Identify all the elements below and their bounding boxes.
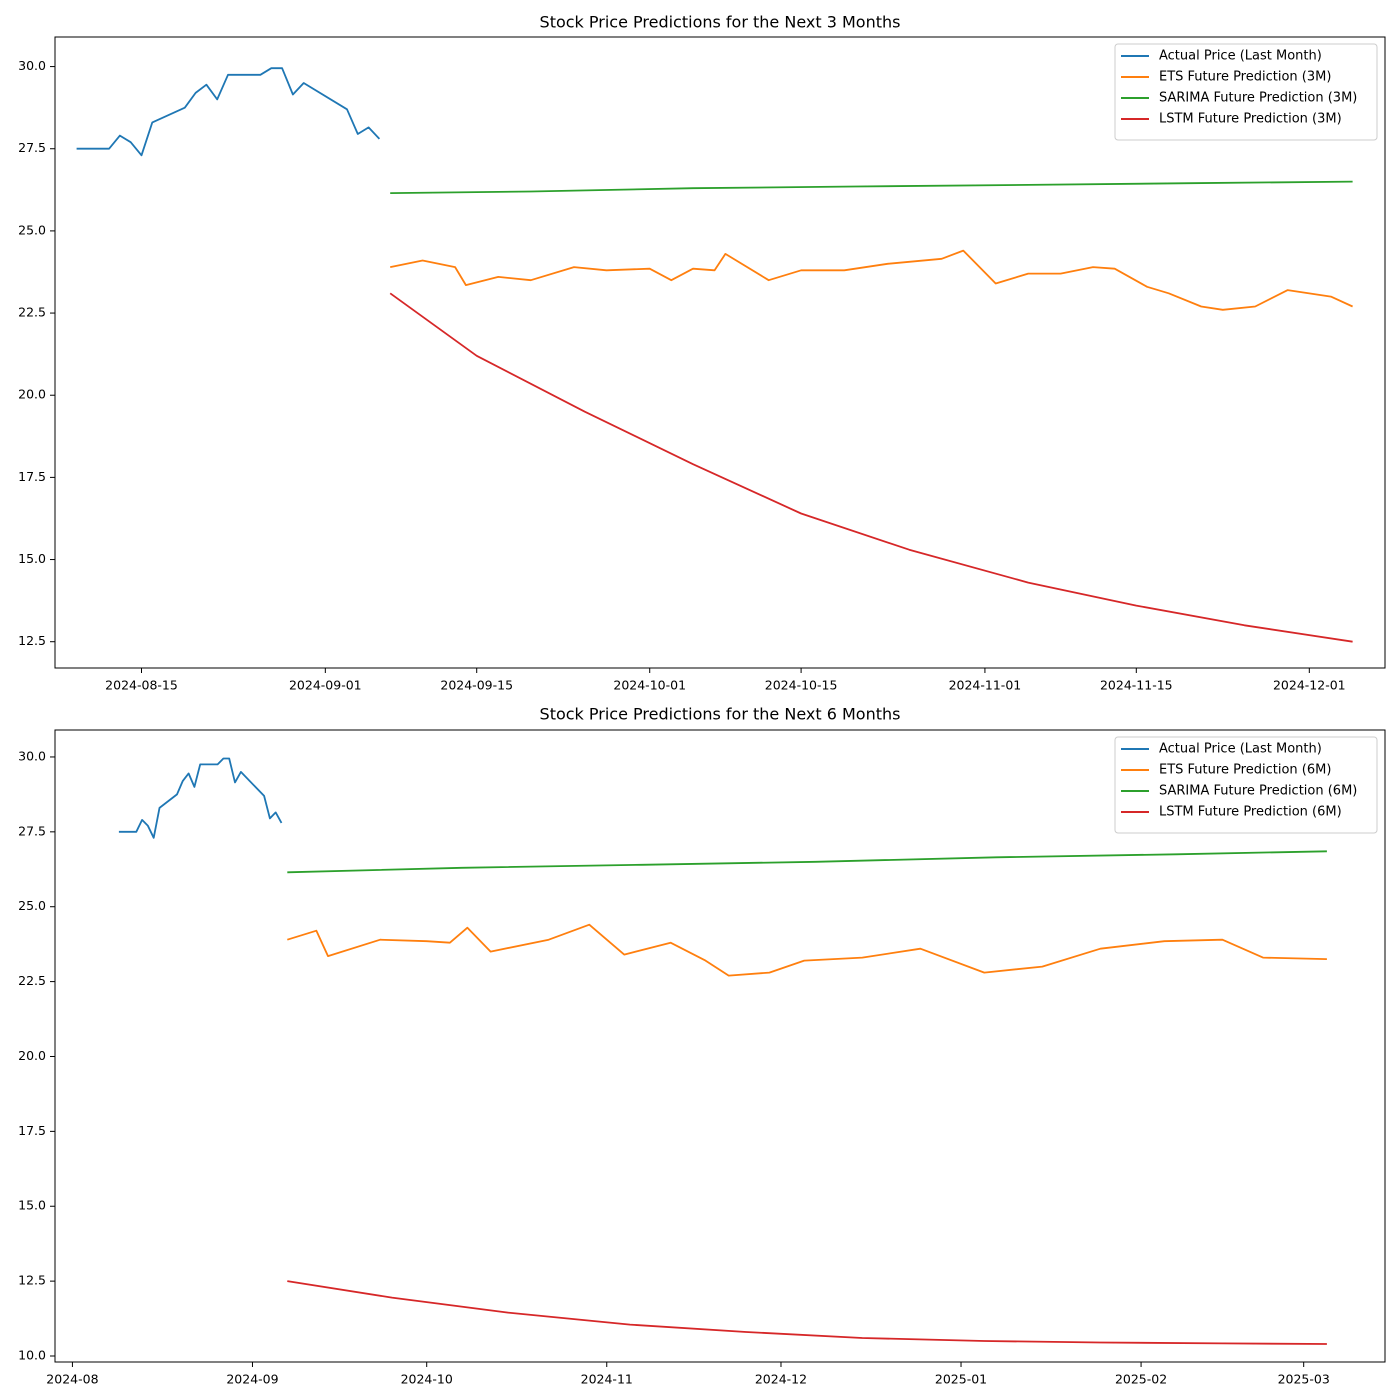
x-tick-label: 2025-02 [1115,1372,1167,1387]
x-tick-label: 2025-03 [1278,1372,1330,1387]
series-line-1 [76,67,381,157]
legend-entry: ETS Future Prediction (6M) [1159,763,1331,778]
y-tick-label: 27.5 [18,823,46,838]
series-line-3 [390,180,1353,194]
chart-panel-2: Stock Price Predictions for the Next 6 M… [18,705,1386,1387]
y-tick-label: 20.0 [18,1048,46,1063]
y-tick-label: 10.0 [18,1348,46,1363]
series-line-4 [287,1280,1327,1345]
x-tick-label: 2024-11-01 [949,678,1022,693]
series-line-2 [390,249,1353,311]
y-tick-label: 17.5 [18,1123,46,1138]
x-tick-label: 2024-10 [401,1372,453,1387]
x-tick-label: 2024-09-01 [289,678,362,693]
x-tick-label: 2024-10-01 [613,678,686,693]
chart-title: Stock Price Predictions for the Next 3 M… [540,13,901,32]
y-tick-label: 30.0 [18,58,46,73]
y-tick-label: 25.0 [18,898,46,913]
x-tick-label: 2025-01 [935,1372,987,1387]
legend-entry: Actual Price (Last Month) [1159,742,1322,757]
legend-entry: LSTM Future Prediction (3M) [1159,112,1342,127]
legend-box [1114,736,1378,834]
y-tick-label: 15.0 [18,1198,46,1213]
plot-area [54,729,1386,1363]
y-tick-label: 22.5 [18,305,46,320]
legend: Actual Price (Last Month) ETS Future Pred… [1114,43,1378,141]
legend: Actual Price (Last Month) ETS Future Pred… [1114,736,1378,834]
legend-entry: ETS Future Prediction (3M) [1159,70,1331,85]
chart-panel-1: Stock Price Predictions for the Next 3 M… [18,13,1386,693]
x-tick-label: 2024-09-15 [440,678,513,693]
y-tick-label: 12.5 [18,633,46,648]
plot-area [54,36,1386,669]
x-tick-label: 2024-11-15 [1100,678,1173,693]
series-line-4 [389,292,1353,643]
y-tick-label: 27.5 [18,140,46,155]
x-tick-label: 2024-12-01 [1273,678,1346,693]
y-tick-label: 17.5 [18,469,46,484]
y-tick-label: 22.5 [18,973,46,988]
chart-title: Stock Price Predictions for the Next 6 M… [540,705,901,724]
y-tick-label: 12.5 [18,1273,46,1288]
legend-box [1114,43,1378,141]
legend-entry: Actual Price (Last Month) [1159,49,1322,64]
x-tick-label: 2024-12 [755,1372,807,1387]
series-line-2 [287,923,1327,977]
x-tick-label: 2024-09 [226,1372,278,1387]
x-tick-label: 2024-10-15 [765,678,838,693]
x-tick-label: 2024-08-15 [105,678,178,693]
x-tick-label: 2024-11 [581,1372,633,1387]
y-tick-label: 15.0 [18,551,46,566]
legend-entry: SARIMA Future Prediction (6M) [1159,784,1357,799]
y-tick-label: 25.0 [18,222,46,237]
series-line-1 [118,757,283,839]
legend-entry: LSTM Future Prediction (6M) [1159,805,1342,820]
series-line-3 [287,850,1327,874]
y-tick-label: 30.0 [18,748,46,763]
legend-entry: SARIMA Future Prediction (3M) [1159,91,1357,106]
x-tick-label: 2024-08 [46,1372,98,1387]
y-tick-label: 20.0 [18,387,46,402]
